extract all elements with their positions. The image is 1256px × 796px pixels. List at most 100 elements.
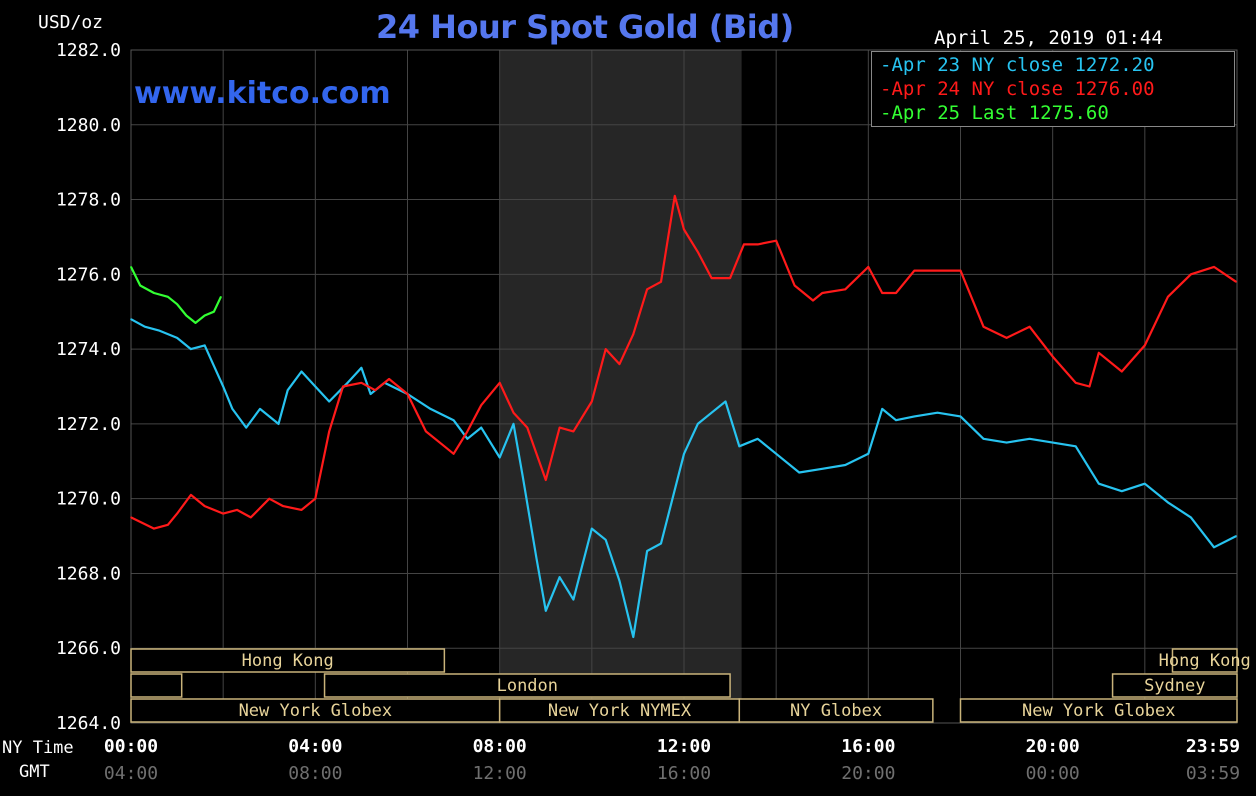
- series-point: [798, 471, 801, 474]
- series-point: [632, 636, 635, 638]
- session-label: New York Globex: [1022, 701, 1176, 721]
- series-point: [743, 243, 745, 246]
- x-tick-label-gmt: 12:00: [473, 763, 527, 784]
- y-tick-label: 1264.0: [56, 713, 121, 734]
- series-point: [452, 419, 455, 421]
- ny-time-row-label: NY Time: [2, 738, 74, 758]
- x-tick-label-ny: 04:00: [288, 736, 342, 757]
- series-point: [982, 325, 985, 328]
- session-label: Hong Kong: [242, 651, 334, 671]
- series-point: [167, 524, 169, 526]
- series-point: [236, 509, 238, 511]
- series-point: [632, 333, 635, 335]
- series-point: [1120, 490, 1123, 492]
- series-point: [429, 408, 432, 410]
- series-point: [1074, 381, 1077, 384]
- series-point: [185, 314, 188, 317]
- series-point: [139, 284, 142, 287]
- y-tick-label: 1266.0: [56, 638, 121, 659]
- legend-swatch: -: [880, 78, 892, 100]
- series-point: [466, 438, 469, 440]
- series-point: [314, 385, 317, 388]
- series-point: [821, 467, 824, 470]
- session-bar: [323, 673, 731, 698]
- legend-item-apr25: -Apr 25 Last 1275.60: [880, 102, 1109, 124]
- series-point: [360, 367, 363, 369]
- series-point: [346, 381, 349, 384]
- series-point: [176, 303, 178, 306]
- series-point: [220, 295, 222, 298]
- series-point: [194, 322, 197, 324]
- series-point: [844, 288, 847, 291]
- x-tick-label-gmt: 03:59: [1186, 763, 1240, 784]
- series-point: [153, 292, 155, 294]
- series-point: [406, 393, 409, 395]
- series-point: [544, 479, 547, 481]
- series-point: [724, 400, 727, 403]
- series-point: [697, 423, 699, 425]
- series-point: [867, 453, 870, 455]
- series-point: [360, 381, 363, 384]
- series-point: [618, 363, 621, 365]
- series-point: [604, 538, 607, 541]
- series-point: [1213, 546, 1215, 549]
- series-point: [812, 299, 814, 302]
- series-point: [936, 411, 939, 414]
- x-tick-label-gmt: 00:00: [1026, 763, 1080, 784]
- series-line-apr-24: [130, 194, 1237, 530]
- series-point: [1144, 482, 1146, 485]
- series-point: [203, 344, 206, 347]
- series-point: [1097, 352, 1100, 354]
- y-unit-label: USD/oz: [38, 12, 104, 33]
- series-point: [342, 385, 344, 388]
- series-point: [936, 269, 939, 272]
- series-point: [300, 509, 303, 511]
- y-tick-label: 1274.0: [56, 339, 121, 360]
- series-point: [673, 195, 676, 197]
- series-point: [1167, 295, 1169, 298]
- series-point: [222, 512, 224, 515]
- plot-border: [130, 49, 1238, 724]
- series-point: [130, 266, 132, 268]
- series-point: [618, 580, 621, 582]
- series-point: [480, 404, 483, 406]
- x-tick-label-gmt: 16:00: [657, 763, 711, 784]
- watermark: www.kitco.com: [134, 76, 391, 111]
- series-point: [738, 445, 741, 448]
- series-point: [572, 598, 575, 601]
- session-bar: [959, 698, 1238, 723]
- chart-title: 24 Hour Spot Gold (Bid): [376, 8, 794, 46]
- series-point: [526, 426, 529, 429]
- series-point: [425, 430, 427, 433]
- series-point: [867, 266, 870, 268]
- session-bar: [130, 673, 183, 698]
- series-point: [167, 295, 169, 298]
- x-tick-label-ny: 12:00: [657, 736, 711, 757]
- series-point: [452, 453, 455, 455]
- session-bar: [130, 648, 446, 673]
- series-point: [1097, 482, 1100, 485]
- y-tick-label: 1282.0: [56, 40, 121, 61]
- session-label: Sydney: [1144, 676, 1205, 696]
- session-bar: [1171, 648, 1238, 673]
- series-point: [793, 284, 796, 287]
- x-tick-label-ny: 16:00: [841, 736, 895, 757]
- series-point: [544, 610, 547, 612]
- legend-item-apr24: -Apr 24 NY close 1276.00: [880, 78, 1155, 100]
- series-point: [1235, 281, 1237, 283]
- series-line-apr-25: [130, 266, 222, 324]
- series-point: [558, 426, 561, 429]
- x-tick-label-ny: 00:00: [104, 736, 158, 757]
- series-point: [1213, 266, 1215, 268]
- series-point: [1028, 438, 1031, 440]
- timestamp: April 25, 2019 01:44: [934, 27, 1163, 49]
- legend-box: -Apr 23 NY close 1272.20 -Apr 24 NY clos…: [871, 51, 1235, 127]
- series-point: [756, 438, 759, 440]
- series-point: [775, 239, 777, 242]
- series-point: [697, 251, 699, 253]
- legend-swatch: -: [880, 102, 892, 124]
- series-point: [683, 453, 685, 455]
- series-point: [190, 348, 192, 350]
- y-tick-label: 1268.0: [56, 563, 121, 584]
